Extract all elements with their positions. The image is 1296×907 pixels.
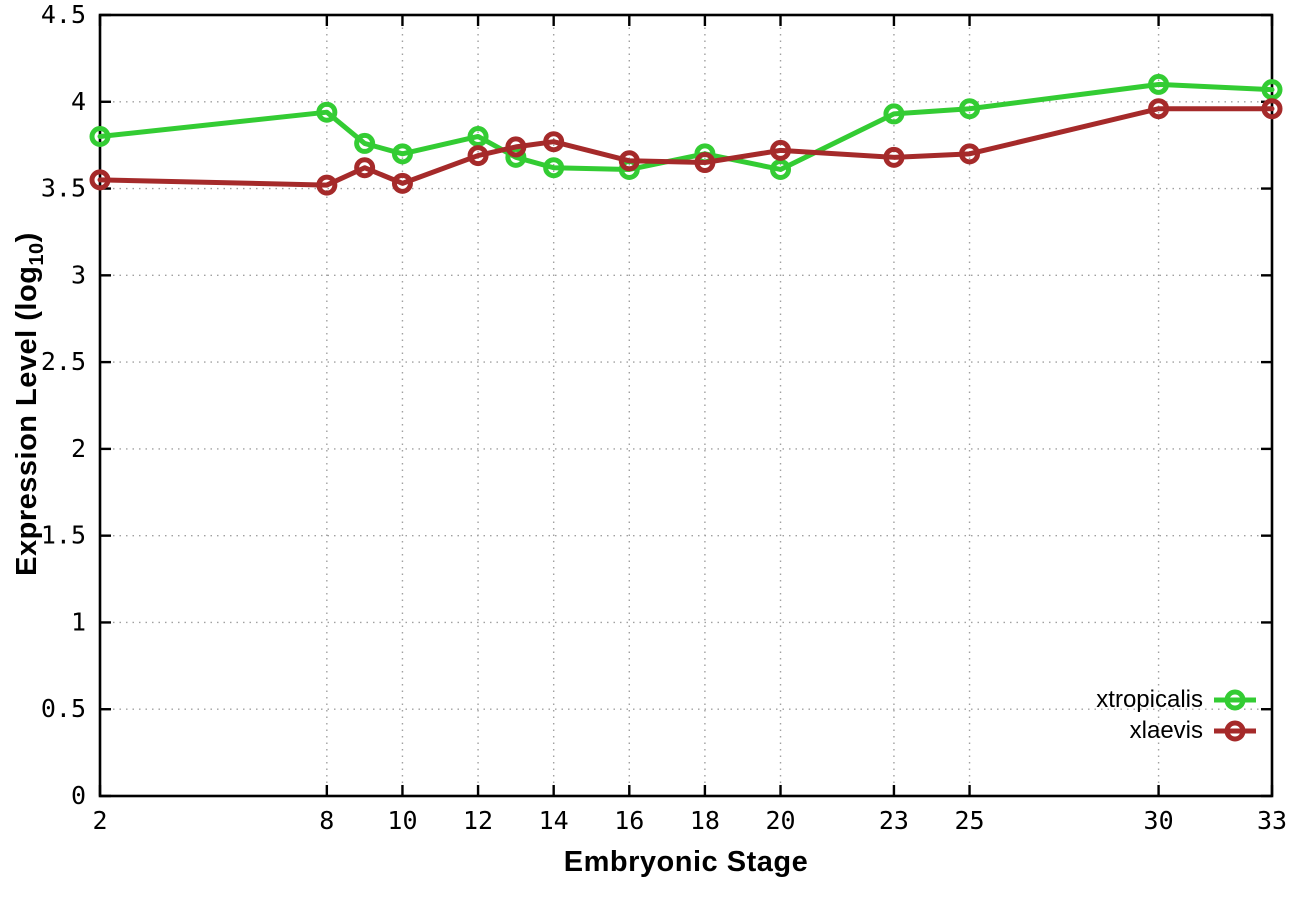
series-xlaevis <box>89 98 1283 196</box>
legend-item-xlaevis: xlaevis <box>1096 715 1256 746</box>
y-tick-label: 1.5 <box>41 521 86 550</box>
tick-labels: 0 0.5 1 1.5 2 2.5 3 3.5 4 4.5 2 8 10 12 14 16 18 20 23 25 30… <box>41 0 1287 835</box>
gridlines <box>99 14 1273 797</box>
x-tick-label: 23 <box>879 806 909 835</box>
x-tick-label: 10 <box>387 806 417 835</box>
legend-label-xtropicalis: xtropicalis <box>1096 685 1203 713</box>
x-tick-label: 12 <box>463 806 493 835</box>
x-tick-label: 25 <box>954 806 984 835</box>
legend-item-xtropicalis: xtropicalis <box>1096 684 1256 715</box>
legend-marker-xlaevis-icon <box>1214 720 1256 741</box>
x-tick-label: 18 <box>690 806 720 835</box>
y-axis-title: Expression Level (log10) <box>11 232 49 576</box>
tick-marks <box>98 13 1274 798</box>
x-tick-label: 20 <box>765 806 795 835</box>
x-tick-label: 16 <box>614 806 644 835</box>
y-axis-title-text: Expression Level (log <box>11 265 43 576</box>
series-xtropicalis <box>89 73 1283 180</box>
y-tick-label: 0 <box>71 781 86 810</box>
x-tick-label: 14 <box>539 806 569 835</box>
y-tick-label: 2.5 <box>41 347 86 376</box>
y-axis-title-subscript: 10 <box>26 242 48 266</box>
x-tick-label: 33 <box>1257 806 1287 835</box>
y-tick-label: 4 <box>71 87 86 116</box>
legend-label-xlaevis: xlaevis <box>1129 716 1203 744</box>
x-tick-label: 2 <box>92 806 107 835</box>
y-axis-title-close: ) <box>11 232 43 243</box>
y-tick-label: 4.5 <box>41 0 86 29</box>
legend: xtropicalis xlaevis <box>1096 684 1256 746</box>
legend-marker-xtropicalis-icon <box>1214 689 1256 710</box>
x-axis-title: Embryonic Stage <box>563 846 809 878</box>
plot-border <box>98 13 1274 798</box>
x-tick-label: 30 <box>1144 806 1174 835</box>
y-tick-label: 1 <box>71 607 86 636</box>
x-tick-label: 8 <box>319 806 334 835</box>
y-tick-label: 3 <box>71 260 86 289</box>
y-tick-label: 0.5 <box>41 694 86 723</box>
y-tick-label: 2 <box>71 434 86 463</box>
y-tick-label: 3.5 <box>41 174 86 203</box>
